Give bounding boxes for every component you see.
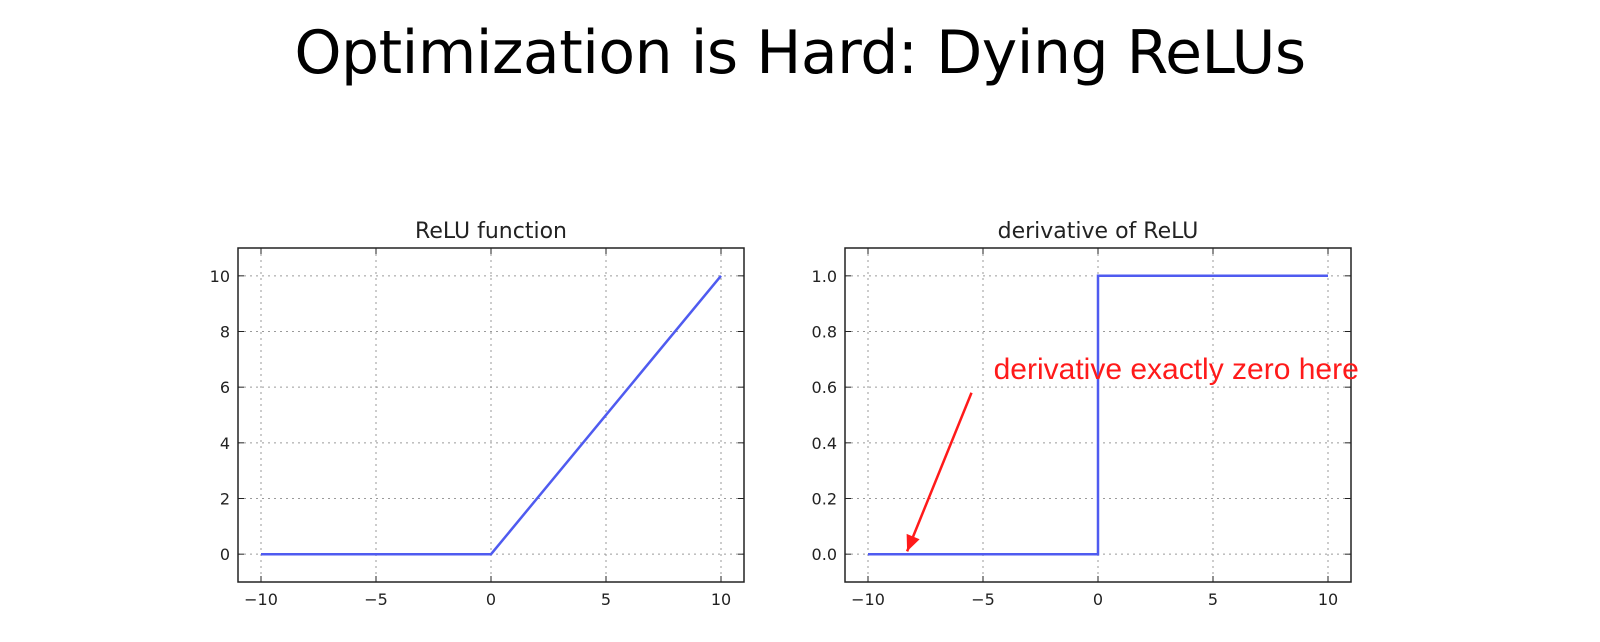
y-tick-label: 1.0	[812, 267, 837, 286]
slide-title: Optimization is Hard: Dying ReLUs	[294, 18, 1306, 88]
y-tick-label: 0.4	[812, 434, 837, 453]
x-tick-label: 0	[486, 590, 496, 609]
y-tick-label: 4	[220, 434, 230, 453]
x-tick-label: −10	[244, 590, 278, 609]
y-tick-label: 0.6	[812, 378, 837, 397]
y-tick-label: 0.0	[812, 545, 837, 564]
y-tick-label: 0.2	[812, 490, 837, 509]
x-tick-label: −5	[971, 590, 995, 609]
annotation-arrowhead	[906, 533, 920, 552]
x-tick-label: 10	[711, 590, 731, 609]
y-tick-label: 6	[220, 378, 230, 397]
relu-function-chart: −10 −5 0 5 10 0 2 4 6 8 10 ReLU function	[210, 219, 745, 609]
y-tick-label: 2	[220, 490, 230, 509]
x-tick-label: −10	[851, 590, 885, 609]
y-tick-label: 10	[210, 267, 230, 286]
y-tick-label: 0	[220, 545, 230, 564]
y-tick-label: 8	[220, 323, 230, 342]
x-tick-label: 5	[601, 590, 611, 609]
x-tick-label: 5	[1208, 590, 1218, 609]
chart-title: derivative of ReLU	[998, 219, 1199, 244]
y-tick-label: 0.8	[812, 323, 837, 342]
relu-derivative-chart: −10 −5 0 5 10 0.0 0.2 0.4 0.6 0.8 1.0 derivative of…	[812, 219, 1359, 609]
x-tick-label: 0	[1093, 590, 1103, 609]
series-line	[868, 274, 1328, 556]
annotation-arrow	[905, 392, 973, 552]
x-tick-label: 10	[1318, 590, 1338, 609]
x-tick-label: −5	[364, 590, 388, 609]
annotation-text: derivative exactly zero here	[994, 353, 1359, 386]
chart-title: ReLU function	[415, 219, 567, 244]
series-line	[261, 275, 722, 556]
